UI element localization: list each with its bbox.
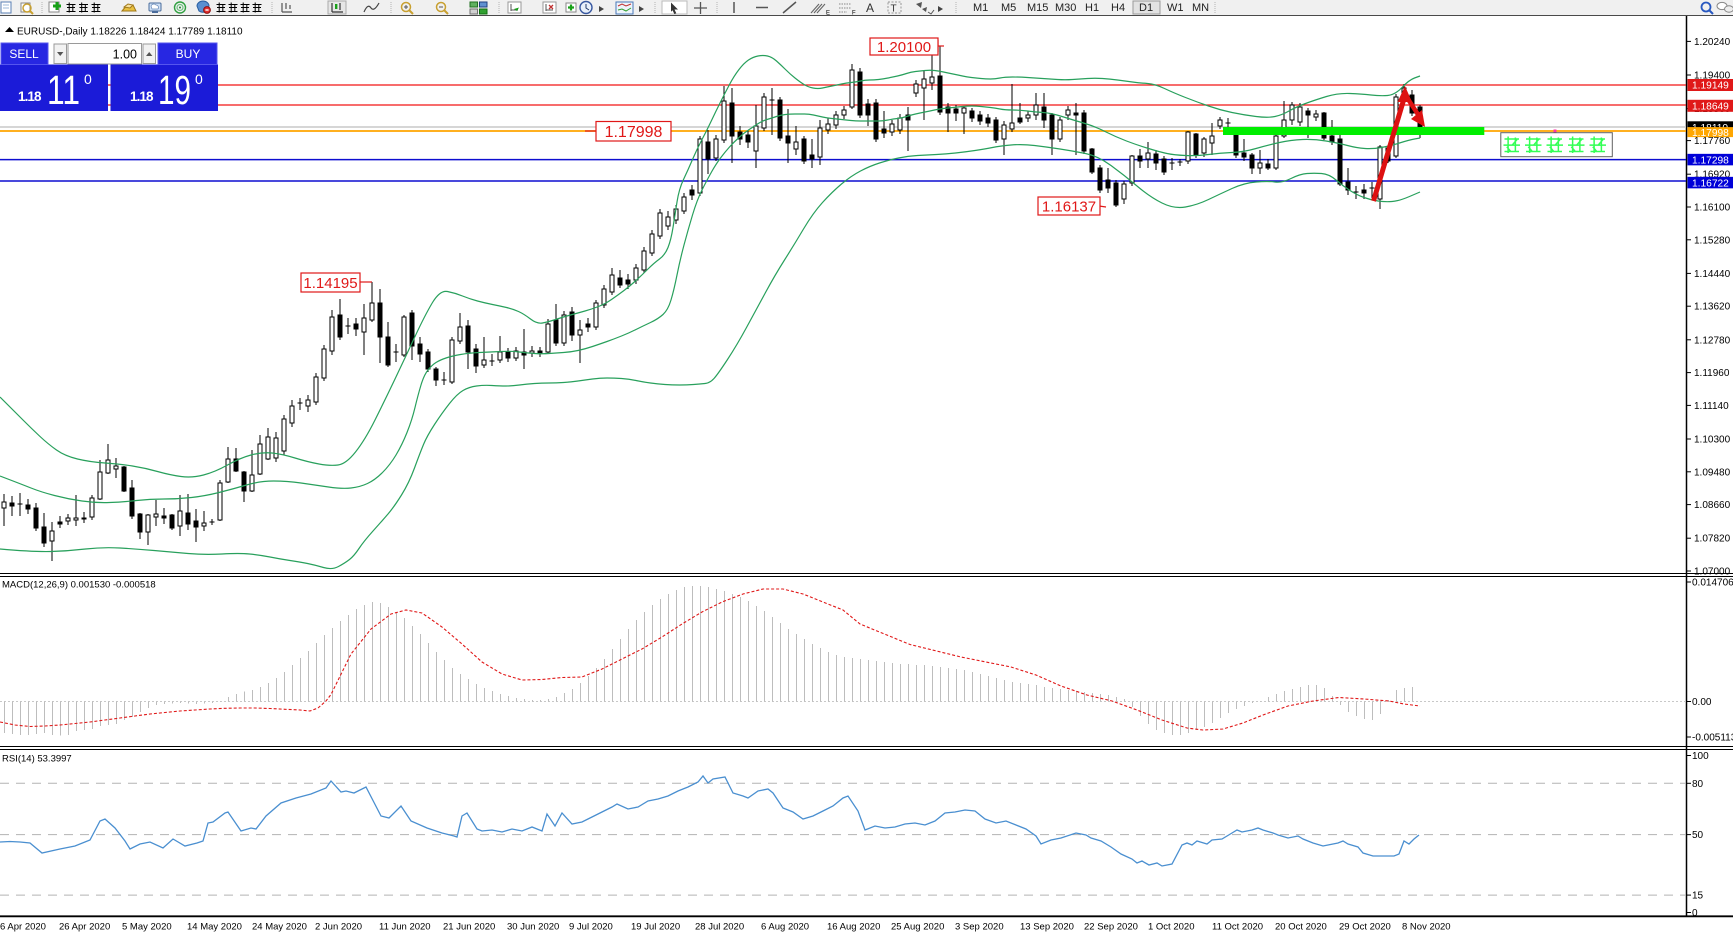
svg-text:RSI(14) 53.3997: RSI(14) 53.3997 [2, 754, 72, 765]
svg-text:30 Jun 2020: 30 Jun 2020 [507, 922, 559, 933]
svg-text:1 Oct 2020: 1 Oct 2020 [1148, 922, 1194, 933]
svg-text:22 Sep 2020: 22 Sep 2020 [1084, 922, 1138, 933]
svg-text:M15: M15 [1027, 2, 1048, 14]
svg-text:H1: H1 [1085, 2, 1099, 14]
svg-text:0: 0 [1692, 908, 1698, 919]
svg-text:3 Sep 2020: 3 Sep 2020 [955, 922, 1004, 933]
svg-text:1.20240: 1.20240 [1694, 37, 1731, 48]
svg-text:1.18: 1.18 [130, 89, 154, 104]
svg-text:15: 15 [1692, 891, 1704, 902]
svg-text:1.19400: 1.19400 [1694, 71, 1731, 82]
svg-text:1.16722: 1.16722 [1692, 178, 1729, 189]
svg-text:1.10300: 1.10300 [1694, 435, 1731, 446]
svg-text:MACD(12,26,9) 0.001530 -0.0005: MACD(12,26,9) 0.001530 -0.000518 [2, 580, 156, 591]
svg-text:24 May 2020: 24 May 2020 [252, 922, 307, 933]
svg-text:29 Oct 2020: 29 Oct 2020 [1339, 922, 1391, 933]
svg-text:A: A [866, 1, 874, 15]
svg-text:13 Sep 2020: 13 Sep 2020 [1020, 922, 1074, 933]
svg-text:MN: MN [1192, 2, 1209, 14]
svg-text:1.16137: 1.16137 [1042, 198, 1096, 215]
svg-text:BUY: BUY [176, 47, 201, 61]
svg-text:100: 100 [1692, 751, 1709, 762]
svg-text:1.14440: 1.14440 [1694, 269, 1731, 280]
svg-text:9 Jul 2020: 9 Jul 2020 [569, 922, 613, 933]
svg-text:1.18: 1.18 [18, 89, 42, 104]
svg-text:1.00: 1.00 [113, 48, 137, 62]
svg-text:1.16920: 1.16920 [1694, 170, 1731, 181]
svg-text:H4: H4 [1111, 2, 1125, 14]
svg-text:D1: D1 [1139, 2, 1153, 14]
svg-text:1.18649: 1.18649 [1692, 102, 1729, 113]
svg-text:25 Aug 2020: 25 Aug 2020 [891, 922, 944, 933]
svg-text:1.07000: 1.07000 [1694, 567, 1731, 578]
svg-text:28 Jul 2020: 28 Jul 2020 [695, 922, 744, 933]
svg-text:6 Apr 2020: 6 Apr 2020 [0, 922, 46, 933]
svg-text:1.17298: 1.17298 [1692, 155, 1729, 166]
svg-text:5 May 2020: 5 May 2020 [122, 922, 172, 933]
svg-text:1.19149: 1.19149 [1692, 81, 1729, 92]
svg-text:1.17760: 1.17760 [1694, 136, 1731, 147]
svg-text:16 Aug 2020: 16 Aug 2020 [827, 922, 880, 933]
svg-text:1.16100: 1.16100 [1694, 203, 1731, 214]
svg-text:1.17998: 1.17998 [605, 124, 663, 141]
svg-text:1.13620: 1.13620 [1694, 302, 1731, 313]
svg-text:1.20100: 1.20100 [877, 39, 931, 56]
svg-text:50: 50 [1692, 830, 1704, 841]
svg-text:1.07820: 1.07820 [1694, 534, 1731, 545]
svg-text:0: 0 [195, 71, 203, 87]
svg-text:T: T [891, 4, 897, 15]
svg-text:1.15280: 1.15280 [1694, 235, 1731, 246]
svg-text:W1: W1 [1167, 2, 1184, 14]
svg-text:SELL: SELL [9, 47, 39, 61]
svg-text:0.00: 0.00 [1692, 697, 1712, 708]
svg-text:1.12780: 1.12780 [1694, 335, 1731, 346]
svg-text:6 Aug 2020: 6 Aug 2020 [761, 922, 809, 933]
svg-text:F: F [852, 11, 856, 17]
svg-text:1.14195: 1.14195 [303, 275, 357, 292]
svg-text:11 Oct 2020: 11 Oct 2020 [1212, 922, 1263, 933]
svg-text:M5: M5 [1001, 2, 1016, 14]
svg-text:0.014706: 0.014706 [1692, 578, 1733, 589]
svg-text:26 Apr 2020: 26 Apr 2020 [59, 922, 110, 933]
svg-text:80: 80 [1692, 779, 1704, 790]
svg-text:1.17998: 1.17998 [1692, 128, 1729, 139]
svg-text:19 Jul 2020: 19 Jul 2020 [631, 922, 680, 933]
svg-text:1.11960: 1.11960 [1694, 368, 1730, 379]
svg-text:21 Jun 2020: 21 Jun 2020 [443, 922, 495, 933]
svg-text:1.09480: 1.09480 [1694, 467, 1731, 478]
svg-text:-0.005113: -0.005113 [1692, 733, 1733, 744]
svg-text:M1: M1 [973, 2, 988, 14]
svg-text:E: E [826, 11, 830, 17]
svg-text:2 Jun 2020: 2 Jun 2020 [315, 922, 362, 933]
svg-text:19: 19 [158, 67, 191, 113]
svg-text:20 Oct 2020: 20 Oct 2020 [1275, 922, 1327, 933]
svg-text:1.11140: 1.11140 [1694, 401, 1729, 412]
svg-text:11: 11 [47, 67, 80, 113]
svg-text:8 Nov 2020: 8 Nov 2020 [1402, 922, 1451, 933]
svg-text:M30: M30 [1055, 2, 1076, 14]
svg-text:14 May 2020: 14 May 2020 [187, 922, 242, 933]
svg-text:11 Jun 2020: 11 Jun 2020 [379, 922, 431, 933]
svg-text:1.08660: 1.08660 [1694, 500, 1731, 511]
svg-text:0: 0 [84, 71, 92, 87]
svg-text:EURUSD-,Daily 1.18226 1.18424: EURUSD-,Daily 1.18226 1.18424 1.17789 1.… [17, 27, 243, 38]
